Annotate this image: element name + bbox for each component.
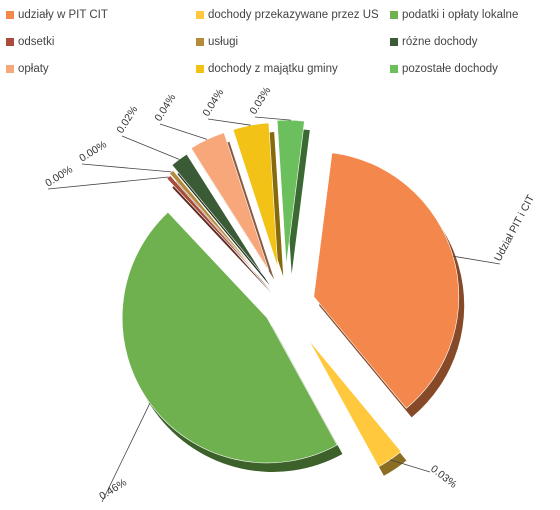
leader-line [159,123,208,140]
data-label: 0.00% [43,164,75,190]
legend-swatch [6,11,14,19]
leader-line [121,135,180,160]
data-label: 0.00% [77,139,109,165]
legend-swatch [390,11,398,19]
legend-item: odsetki [6,36,54,48]
legend-item: udziały w PIT CIT [6,9,108,21]
chart-legend: udziały w PIT CIT dochody przekazywane pr… [0,0,560,90]
leader-line [389,459,431,473]
legend-label: odsetki [18,36,55,48]
leader-line [453,255,501,265]
leader-line [254,116,291,121]
legend-item: różne dochody [390,36,477,48]
legend-item: dochody przekazywane przez US [196,9,379,21]
legend-swatch [196,11,204,19]
legend-swatch [390,38,398,46]
pie-slice [276,119,305,266]
legend-swatch [196,38,204,46]
pie-slice [121,211,338,464]
data-label: 0.46% [97,477,129,503]
leader-line [101,403,151,503]
data-label: 0.04% [152,92,178,124]
legend-item: podatki i opłaty lokalne [390,9,518,21]
pie-slice [308,339,402,468]
leader-line [207,118,251,126]
data-label: Udział PIT i CIT [492,193,537,264]
legend-label: dochody z majątku gminy [208,63,338,75]
data-label: 0.04% [200,87,226,119]
legend-label: usługi [208,36,239,48]
pie-slice [313,152,460,409]
pie-slice [169,170,266,283]
pie-slice [232,122,279,268]
legend-label: dochody przekazywane przez US [208,9,379,21]
legend-item: pozostałe dochody [390,63,498,75]
leader-line [81,163,172,173]
leader-line [47,176,169,190]
legend-label: podatki i opłaty lokalne [402,9,519,21]
data-label: 0.03% [247,85,273,117]
data-label: 0.02% [114,104,140,136]
data-label: 0.03% [428,463,459,491]
legend-swatch [390,65,398,73]
legend-label: różne dochody [402,36,478,48]
pie-slice-depth [172,184,272,294]
legend-item: dochody z majątku gminy [196,63,338,75]
legend-label: pozostałe dochody [402,63,498,75]
legend-swatch [6,38,14,46]
legend-swatch [196,65,204,73]
legend-item: usługi [196,36,238,48]
legend-label: opłaty [18,63,49,75]
legend-swatch [6,65,14,73]
legend-item: opłaty [6,63,49,75]
legend-label: udziały w PIT CIT [18,9,108,21]
